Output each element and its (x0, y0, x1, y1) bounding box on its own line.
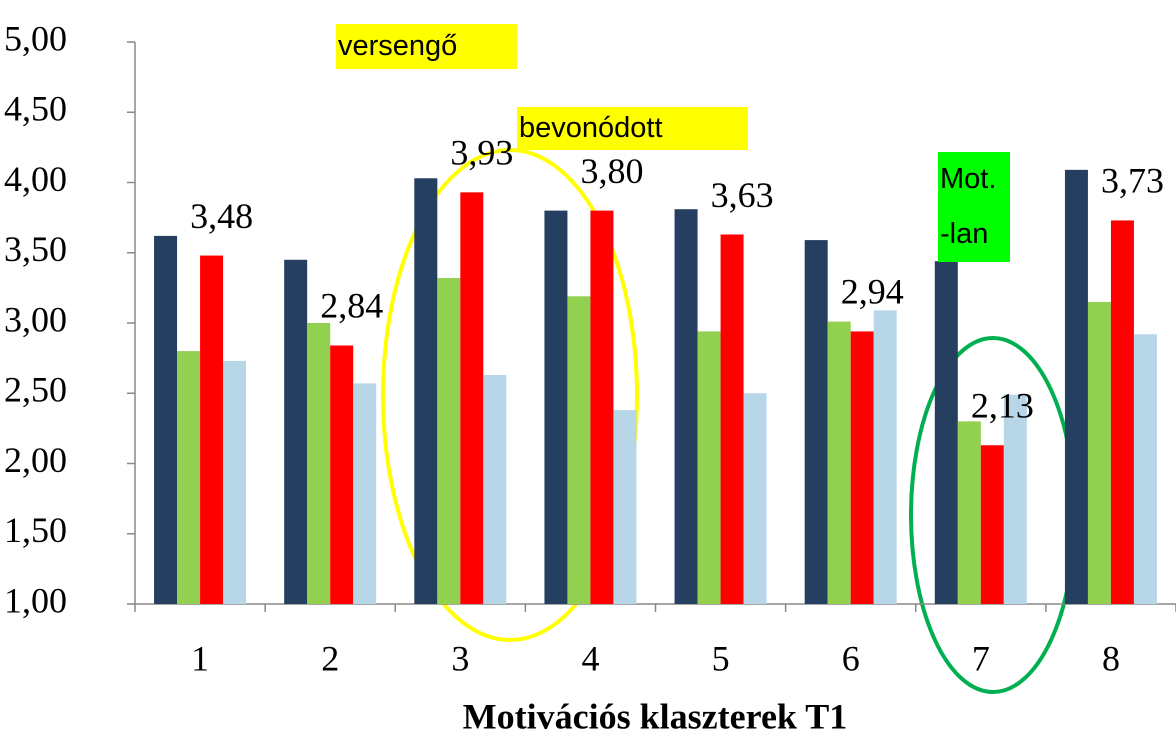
bar (1003, 394, 1027, 604)
y-tick-label: 2,00 (4, 440, 67, 480)
annotation-text: bevonódott (519, 112, 663, 144)
data-label: 3,80 (580, 151, 643, 191)
bar (1110, 220, 1134, 604)
bar (353, 383, 377, 604)
bar (674, 209, 698, 604)
bar (720, 234, 744, 605)
x-tick-label: 3 (451, 638, 469, 678)
bar (613, 410, 637, 604)
annotation-text: Mot. (940, 163, 996, 195)
bar (1064, 169, 1088, 605)
bar (567, 296, 591, 604)
bar (804, 240, 828, 605)
bar (934, 261, 958, 604)
y-tick-label: 4,00 (4, 159, 67, 199)
x-tick-label: 6 (842, 638, 860, 678)
bar (1133, 334, 1157, 604)
y-tick-label: 3,50 (4, 229, 67, 269)
bar (1087, 301, 1111, 604)
data-label: 2,94 (841, 272, 904, 312)
annotation-box (336, 24, 517, 69)
data-label: 3,48 (190, 196, 253, 236)
bar (590, 210, 614, 604)
x-tick-label: 2 (321, 638, 339, 678)
annotation-box (938, 152, 1010, 262)
bar (437, 278, 461, 604)
data-label: 3,93 (450, 133, 513, 173)
y-tick-label: 5,00 (4, 18, 67, 58)
y-tick-label: 1,50 (4, 510, 67, 550)
bar (223, 360, 247, 604)
highlight-ellipse (381, 148, 639, 642)
bar (307, 323, 331, 604)
bar (957, 421, 981, 604)
bar (483, 374, 507, 604)
x-tick-label: 1 (191, 638, 209, 678)
x-tick-label: 5 (712, 638, 730, 678)
annotation-text: versengő (338, 30, 457, 62)
data-label: 3,63 (711, 175, 774, 215)
bar (873, 310, 897, 604)
annotation-box (517, 107, 748, 150)
bar (460, 192, 484, 604)
bar (177, 351, 201, 604)
data-label: 3,73 (1101, 161, 1164, 201)
bar (544, 210, 568, 604)
bar (980, 445, 1004, 604)
x-tick-label: 4 (581, 638, 599, 678)
y-tick-label: 2,50 (4, 370, 67, 410)
y-tick-label: 3,00 (4, 299, 67, 339)
bar (200, 255, 224, 604)
bar (743, 393, 767, 604)
x-tick-label: 7 (972, 638, 990, 678)
bar (154, 235, 178, 604)
x-tick-label: 8 (1102, 638, 1120, 678)
bar (414, 178, 438, 604)
y-tick-label: 4,50 (4, 89, 67, 129)
data-label: 2,13 (971, 386, 1034, 426)
bar (330, 345, 354, 604)
data-label: 2,84 (320, 286, 383, 326)
bar (697, 331, 721, 604)
y-tick-label: 1,00 (4, 580, 67, 620)
bar (827, 321, 851, 604)
annotation-text: -lan (940, 218, 988, 250)
bar (284, 259, 308, 604)
x-axis-title: Motivációs klaszterek T1 (463, 696, 848, 736)
bar (850, 331, 874, 604)
